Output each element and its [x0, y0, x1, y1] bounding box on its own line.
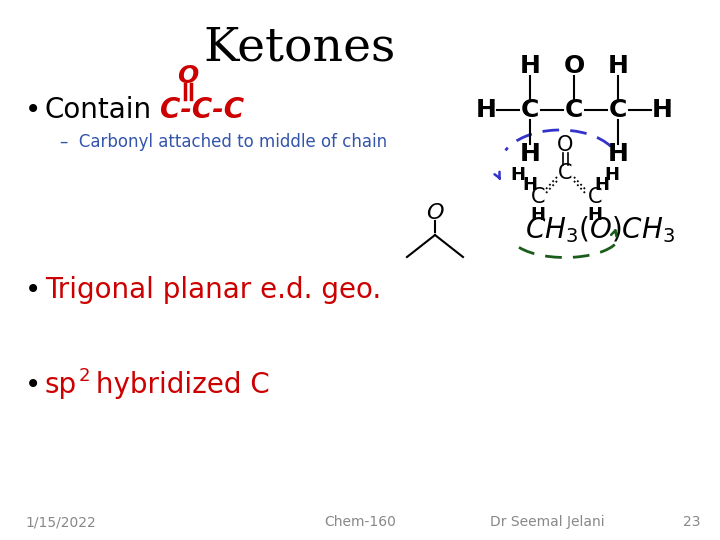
Text: H: H	[510, 166, 526, 184]
Text: H: H	[476, 98, 496, 122]
Text: 2: 2	[79, 367, 91, 385]
Text: C: C	[531, 187, 545, 207]
Text: Dr Seemal Jelani: Dr Seemal Jelani	[490, 515, 605, 529]
Text: hybridized C: hybridized C	[87, 371, 270, 399]
Text: •: •	[25, 96, 41, 124]
Text: H: H	[595, 176, 610, 194]
Text: •: •	[25, 371, 41, 399]
Text: O: O	[426, 203, 444, 223]
Text: H: H	[608, 54, 629, 78]
Text: O: O	[563, 54, 585, 78]
Text: $\mathbf{\mathit{CH_3(O)CH_3}}$: $\mathbf{\mathit{CH_3(O)CH_3}}$	[525, 214, 675, 245]
Text: H: H	[588, 206, 603, 224]
Text: O: O	[177, 64, 199, 88]
Text: –  Carbonyl attached to middle of chain: – Carbonyl attached to middle of chain	[60, 133, 387, 151]
Text: 1/15/2022: 1/15/2022	[25, 515, 96, 529]
Text: H: H	[523, 176, 538, 194]
Text: sp: sp	[45, 371, 77, 399]
Text: Ketones: Ketones	[204, 25, 396, 70]
Text: O: O	[557, 135, 573, 155]
Text: Chem-160: Chem-160	[324, 515, 396, 529]
Text: H: H	[608, 142, 629, 166]
Text: Trigonal planar e.d. geo.: Trigonal planar e.d. geo.	[45, 276, 382, 304]
Text: H: H	[520, 142, 541, 166]
Text: H: H	[531, 206, 546, 224]
Text: H: H	[605, 166, 619, 184]
Text: C: C	[521, 98, 539, 122]
Text: •: •	[25, 276, 41, 304]
Text: H: H	[520, 54, 541, 78]
Text: C: C	[588, 187, 602, 207]
Text: C: C	[558, 163, 572, 183]
Text: C: C	[609, 98, 627, 122]
Text: Contain: Contain	[45, 96, 152, 124]
Text: 23: 23	[683, 515, 700, 529]
Text: C: C	[564, 98, 583, 122]
Text: H: H	[652, 98, 672, 122]
Text: C-C-C: C-C-C	[160, 96, 244, 124]
